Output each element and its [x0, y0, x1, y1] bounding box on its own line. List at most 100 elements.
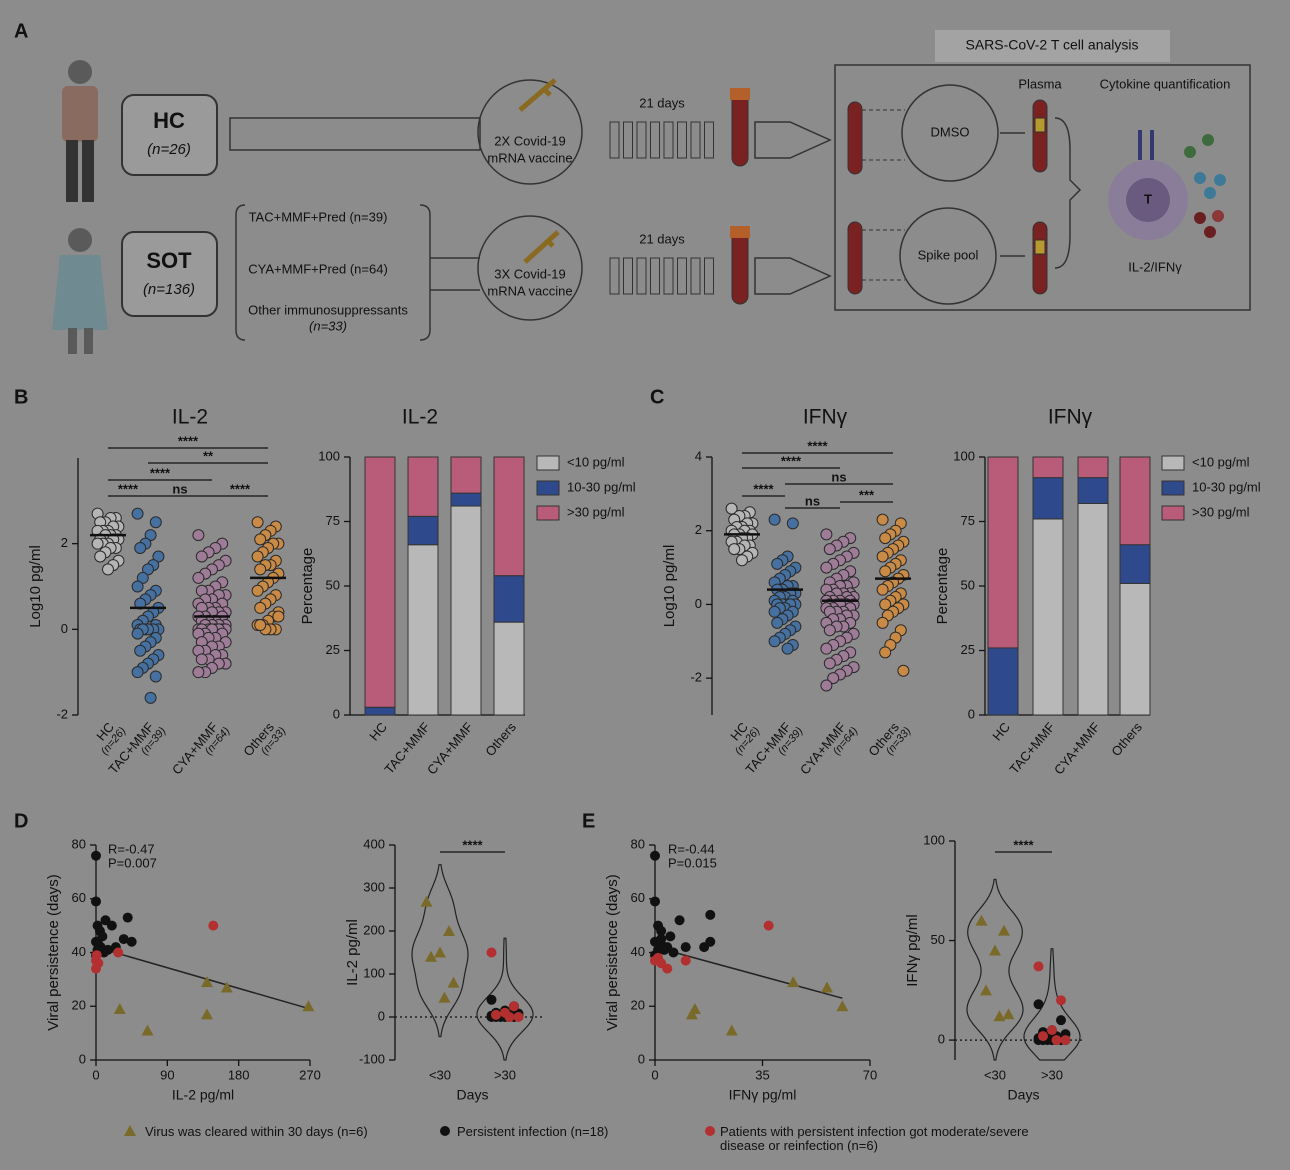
legend-swatch	[1161, 455, 1185, 471]
significance-label: ****	[753, 481, 774, 496]
data-dot	[781, 642, 794, 655]
day-bar	[677, 121, 687, 159]
y-tick-label: 0	[61, 621, 68, 636]
legend-label: 10-30 pg/ml	[567, 479, 636, 494]
data-dot	[254, 619, 267, 632]
y-tick-label: 50	[326, 577, 340, 592]
data-dot	[192, 666, 205, 679]
significance-label: ns	[831, 469, 846, 484]
y-axis-label: Log10 pg/ml	[27, 545, 44, 628]
bar-segment	[364, 706, 396, 716]
significance-label: ****	[807, 438, 828, 453]
significance-label: ****	[1013, 837, 1034, 852]
y-axis-label: Viral persistence (days)	[45, 874, 62, 1030]
data-dot	[91, 537, 104, 550]
sot-box	[121, 231, 218, 317]
stat-annotation: R=-0.44	[668, 841, 715, 856]
analysis-header	[935, 30, 1170, 62]
sot-n: (n=136)	[143, 281, 195, 298]
data-point	[668, 947, 679, 958]
x-tick-label: Others	[482, 719, 519, 759]
data-dot	[136, 571, 149, 584]
y-axis-label: Viral persistence (days)	[604, 874, 621, 1030]
data-point	[1033, 961, 1044, 972]
bar-segment	[1119, 456, 1151, 546]
data-dot	[879, 598, 892, 611]
data-point	[220, 981, 233, 993]
data-point	[821, 981, 833, 993]
data-point	[665, 931, 676, 942]
legend-label: >30 pg/ml	[1192, 504, 1250, 519]
data-point	[725, 1024, 738, 1036]
data-dot	[149, 670, 162, 683]
data-point	[438, 991, 451, 1003]
data-point	[443, 925, 455, 936]
panel-label: B	[14, 386, 28, 408]
day-bar	[663, 257, 674, 295]
data-dot	[771, 616, 784, 629]
data-dot	[876, 616, 889, 629]
y-tick-label: 60	[72, 890, 86, 905]
data-point	[200, 1008, 213, 1020]
blood-tubes	[730, 88, 832, 305]
chart-title: IFNγ	[1048, 406, 1093, 429]
data-point	[1047, 1025, 1057, 1036]
significance-label: **	[203, 448, 214, 463]
data-dot	[725, 502, 738, 515]
data-dot	[131, 580, 144, 593]
y-tick-label: 2	[695, 522, 702, 537]
x-tick-label: 0	[92, 1067, 99, 1082]
plasma-label: Plasma	[1018, 76, 1062, 91]
y-tick-label: 50	[931, 932, 945, 947]
bar-segment	[450, 492, 482, 507]
cell-label: T	[1144, 191, 1152, 206]
data-dot	[131, 627, 144, 640]
data-dot	[823, 543, 836, 556]
legend-marker	[124, 1125, 136, 1136]
data-point	[680, 942, 691, 953]
y-tick-label: -2	[690, 670, 702, 685]
panel-label: C	[650, 386, 664, 408]
x-axis-label: Days	[1008, 1087, 1040, 1103]
significance-label: ****	[230, 481, 251, 496]
analysis-box	[834, 64, 1251, 311]
violin	[476, 937, 534, 1061]
x-tick-label: 180	[228, 1067, 250, 1082]
data-point	[208, 920, 219, 931]
y-tick-label: 20	[631, 998, 645, 1013]
x-tick-label: >30	[494, 1067, 516, 1082]
bar-segment	[987, 456, 1019, 649]
y-tick-label: 4	[695, 448, 702, 463]
hc-box	[121, 94, 218, 176]
data-dot	[251, 516, 264, 529]
bar-segment	[493, 621, 525, 716]
legend-label: <10 pg/ml	[567, 454, 625, 469]
y-tick-label: 100	[363, 965, 385, 980]
data-dot	[254, 533, 267, 546]
regimen: CYA+MMF+Pred (n=64)	[248, 261, 388, 276]
data-dot	[768, 635, 781, 648]
vaccine-circle	[477, 79, 583, 185]
vaccine-text: 2X Covid-19	[494, 133, 566, 148]
data-dot	[134, 644, 147, 657]
data-point	[1038, 1031, 1048, 1042]
data-dot	[876, 583, 889, 596]
y-tick-label: -100	[359, 1051, 385, 1066]
stat-annotation: P=0.007	[108, 855, 157, 870]
data-point	[122, 912, 133, 923]
significance-label: ns	[172, 481, 187, 496]
syringe	[518, 78, 560, 264]
data-point	[1033, 999, 1044, 1010]
legend-marker	[440, 1126, 450, 1136]
day-bar	[663, 121, 674, 159]
day-bar	[690, 121, 701, 159]
data-dot	[144, 691, 157, 704]
regimen-bracket	[235, 204, 480, 341]
bar-segment	[987, 647, 1019, 716]
data-dot	[879, 646, 892, 659]
interval: 21 days	[639, 231, 685, 246]
day-bars	[609, 121, 714, 295]
data-point	[705, 936, 716, 947]
analysis-title: SARS-CoV-2 T cell analysis	[966, 37, 1139, 53]
data-point	[763, 920, 774, 931]
